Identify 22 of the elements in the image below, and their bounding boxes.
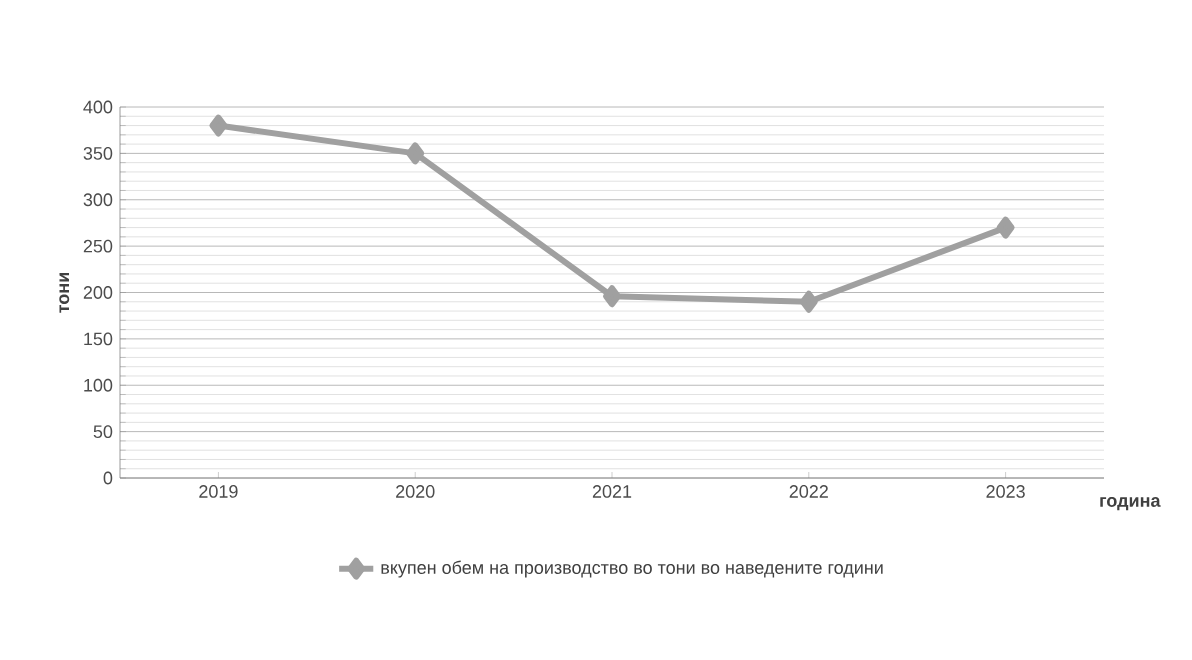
y-tick-label: 100 — [84, 378, 113, 392]
x-tick-label: 2019 — [199, 485, 238, 498]
y-tick-label: 50 — [93, 425, 113, 439]
y-tick-label: 150 — [84, 332, 113, 346]
point — [996, 216, 1015, 239]
legend-label: вкупен обем на производство во тони во наведените години — [381, 560, 883, 578]
x-tick-label: 2020 — [396, 485, 435, 498]
x-tick-label: 2022 — [789, 485, 828, 498]
y-axis-title: тони — [59, 272, 70, 313]
x-tick-label: 2023 — [986, 485, 1025, 498]
y-tick-label: 0 — [103, 471, 113, 485]
y-tick-label: 200 — [83, 286, 113, 299]
y-tick-label: 400 — [83, 100, 113, 114]
point — [603, 285, 622, 308]
x-tick-label: 2021 — [592, 485, 632, 498]
y-tick-label: 350 — [83, 147, 113, 160]
point — [799, 290, 818, 313]
x-axis-title: година — [1100, 497, 1161, 511]
y-tick-label: 300 — [83, 193, 113, 207]
point — [209, 114, 228, 137]
point — [406, 142, 425, 165]
y-tick-label: 250 — [83, 239, 113, 253]
